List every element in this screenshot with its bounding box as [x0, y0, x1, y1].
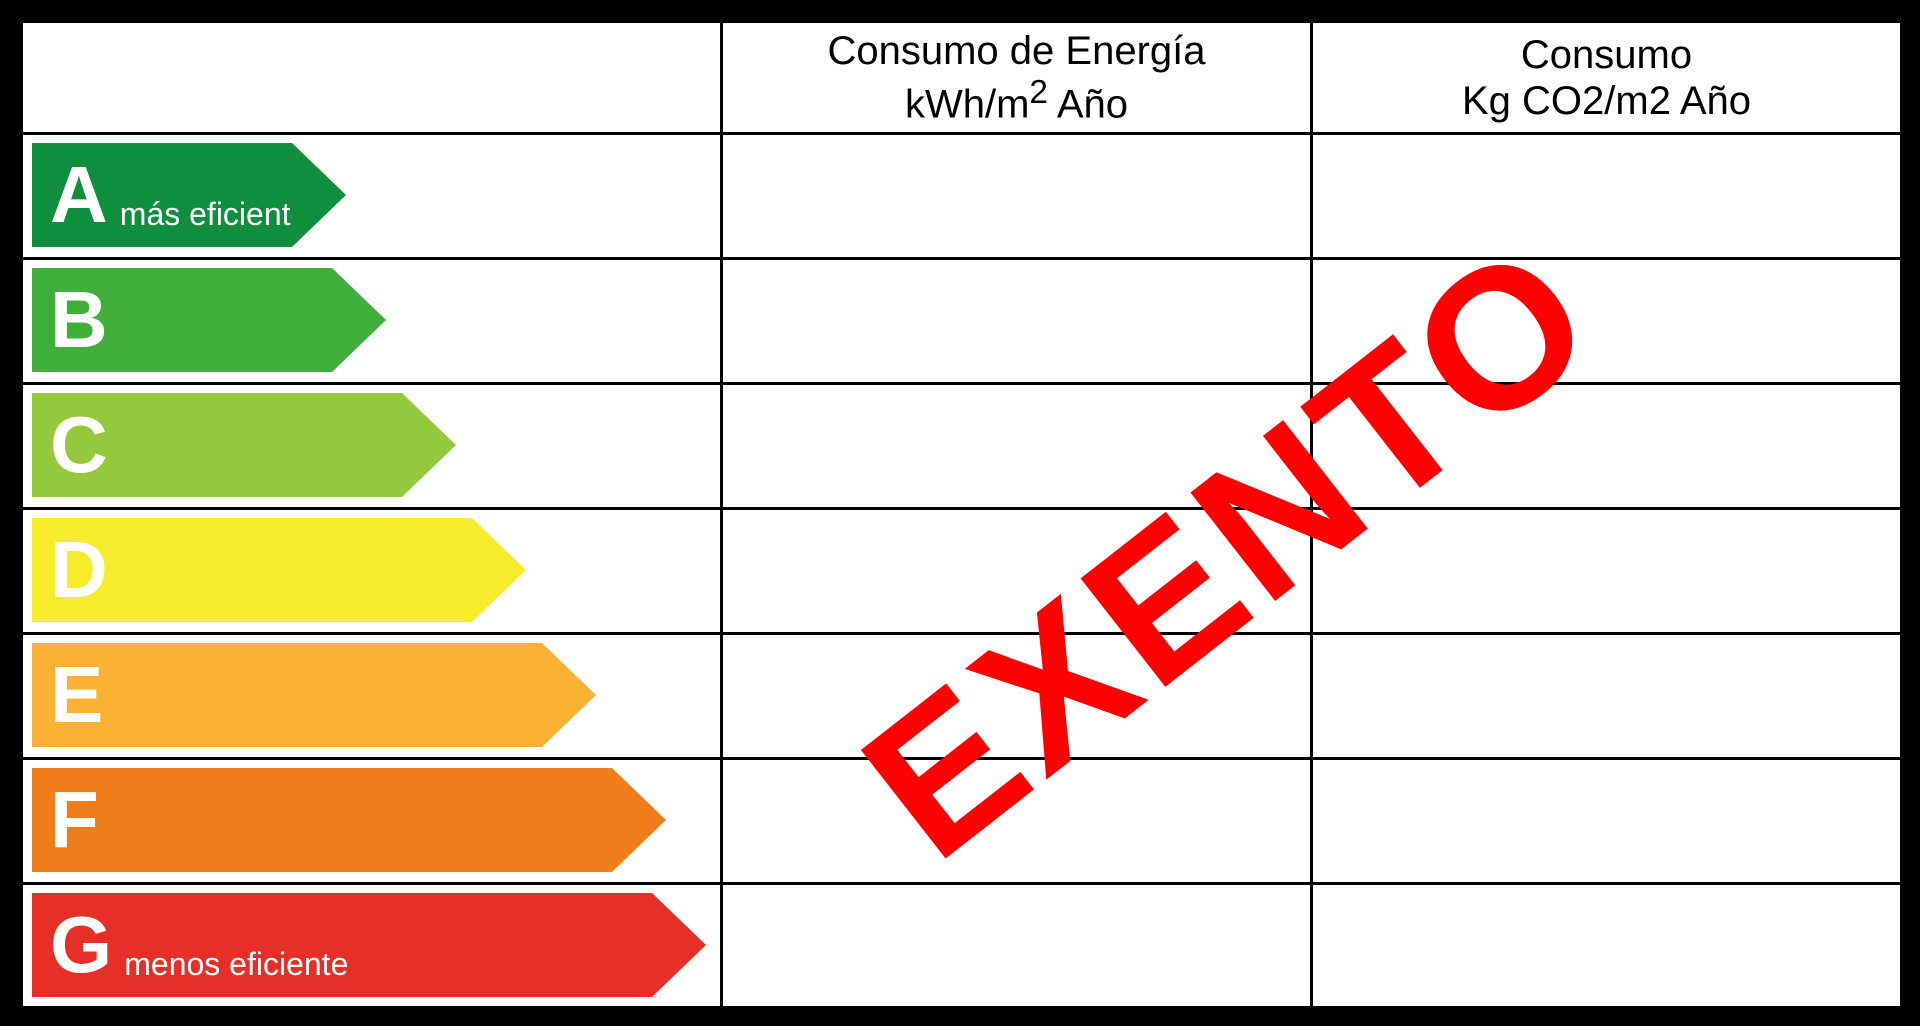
header-co2-line2: Kg CO2/m2 Año	[1313, 78, 1900, 124]
energy-cell	[722, 134, 1312, 259]
table-row	[22, 384, 1902, 509]
table-row	[22, 134, 1902, 259]
co2-cell	[1312, 759, 1902, 884]
co2-cell	[1312, 134, 1902, 259]
rating-cell	[22, 634, 722, 759]
rating-cell	[22, 384, 722, 509]
rating-cell	[22, 259, 722, 384]
energy-cell	[722, 259, 1312, 384]
header-col-rating	[22, 22, 722, 134]
table-header-row: Consumo de Energía kWh/m2 Año Consumo Kg…	[22, 22, 1902, 134]
energy-cell	[722, 884, 1312, 1009]
header-energy-line2: kWh/m2 Año	[723, 74, 1310, 127]
header-co2-line1: Consumo	[1313, 32, 1900, 78]
table-row	[22, 884, 1902, 1009]
co2-cell	[1312, 634, 1902, 759]
rating-cell	[22, 134, 722, 259]
rating-cell	[22, 884, 722, 1009]
header-energy-line1: Consumo de Energía	[723, 28, 1310, 74]
co2-cell	[1312, 884, 1902, 1009]
header-col-energy: Consumo de Energía kWh/m2 Año	[722, 22, 1312, 134]
rating-cell	[22, 759, 722, 884]
energy-label-frame: Consumo de Energía kWh/m2 Año Consumo Kg…	[20, 20, 1900, 1006]
rating-cell	[22, 509, 722, 634]
header-col-co2: Consumo Kg CO2/m2 Año	[1312, 22, 1902, 134]
